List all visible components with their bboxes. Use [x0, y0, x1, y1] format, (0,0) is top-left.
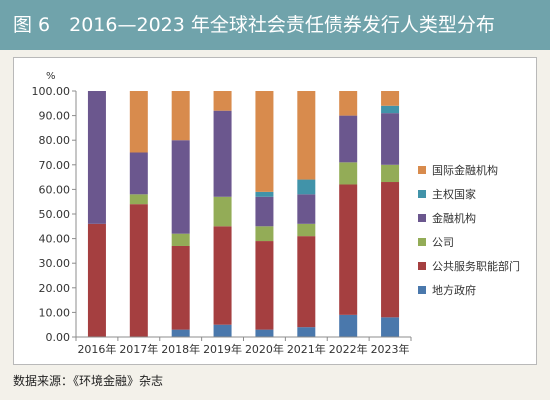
bar-segment [297, 179, 316, 195]
y-tick-label: 80.00 [39, 134, 71, 147]
legend-label: 主权国家 [432, 187, 476, 201]
bar-segment [255, 196, 274, 227]
y-tick-label: 60.00 [39, 183, 71, 196]
y-axis-unit: % [46, 71, 56, 82]
y-tick-label: 70.00 [39, 159, 71, 172]
bar-segment [297, 194, 316, 224]
bar-segment [381, 105, 400, 114]
bar-segment [255, 241, 274, 330]
legend-swatch [418, 166, 426, 174]
bar-segment [171, 245, 190, 330]
source-note: 数据来源：《环境金融》杂志 [13, 374, 164, 388]
bar-segment [339, 184, 358, 315]
bar-segment [255, 91, 274, 192]
x-tick-label: 2018年 [161, 342, 200, 356]
stacked-bar-chart: 0.00 10.00 20.00 30.00 40.00 50.00 60.00 70.00 8… [32, 71, 521, 356]
bar-segment [213, 324, 232, 337]
x-tick-label: 2020年 [245, 342, 284, 356]
y-tick-label: 90.00 [39, 110, 71, 123]
x-tick-label: 2016年 [77, 342, 116, 356]
bar-segment [297, 91, 316, 180]
bar-segment [129, 204, 148, 337]
x-tick-label: 2021年 [287, 342, 326, 356]
legend-swatch [418, 286, 426, 294]
x-tick-label: 2019年 [203, 342, 242, 356]
legend-label: 地方政府 [432, 283, 476, 297]
y-tick-label: 0.00 [46, 331, 71, 344]
y-tick-label: 100.00 [32, 85, 71, 98]
y-tick-label: 30.00 [39, 257, 71, 270]
y-tick-label: 40.00 [39, 233, 71, 246]
legend-label: 公共服务职能部门 [432, 259, 520, 273]
legend-label: 公司 [432, 236, 454, 249]
bar-segment [381, 164, 400, 183]
bar-segment [255, 191, 274, 197]
bar-segment [87, 91, 106, 224]
bar-segment [381, 182, 400, 318]
bar-segment [213, 226, 232, 325]
bar-segment [381, 91, 400, 106]
bar-segment [129, 91, 148, 153]
bar-segment [255, 226, 274, 242]
bar-segment [339, 115, 358, 163]
legend-swatch [418, 214, 426, 222]
bar-segment [339, 162, 358, 185]
bar-segment [213, 91, 232, 111]
x-tick-label: 2023年 [371, 342, 410, 356]
chart-frame: 0.00 10.00 20.00 30.00 40.00 50.00 60.00 70.00 8… [13, 57, 537, 365]
bar-segment [213, 110, 232, 197]
bar-segment [171, 91, 190, 141]
bar-segment [255, 329, 274, 337]
bar-segment [297, 327, 316, 337]
legend-label: 国际金融机构 [432, 163, 498, 177]
title-bar: 图 6 2016—2023 年全球社会责任债券发行人类型分布 [0, 0, 550, 50]
x-tick-label: 2022年 [329, 342, 368, 356]
bar-segment [381, 317, 400, 337]
legend-swatch [418, 262, 426, 270]
y-tick-label: 20.00 [39, 282, 71, 295]
legend-swatch [418, 190, 426, 198]
chart-title: 图 6 2016—2023 年全球社会责任债券发行人类型分布 [13, 14, 495, 36]
legend-label: 金融机构 [432, 211, 476, 225]
bar-segment [129, 152, 148, 195]
y-tick-label: 10.00 [39, 306, 71, 319]
bar-segment [297, 236, 316, 328]
bar-segment [297, 223, 316, 237]
bar-segment [339, 314, 358, 337]
bar-segment [171, 233, 190, 246]
bar-segment [87, 223, 106, 337]
bar-segment [213, 196, 232, 227]
bar-segment [381, 113, 400, 165]
bar-segment [171, 329, 190, 337]
bar-segment [129, 194, 148, 205]
bar-segment [171, 140, 190, 234]
x-tick-label: 2017年 [119, 342, 158, 356]
bar-segment [339, 91, 358, 116]
legend-swatch [418, 238, 426, 246]
y-tick-label: 50.00 [39, 208, 71, 221]
